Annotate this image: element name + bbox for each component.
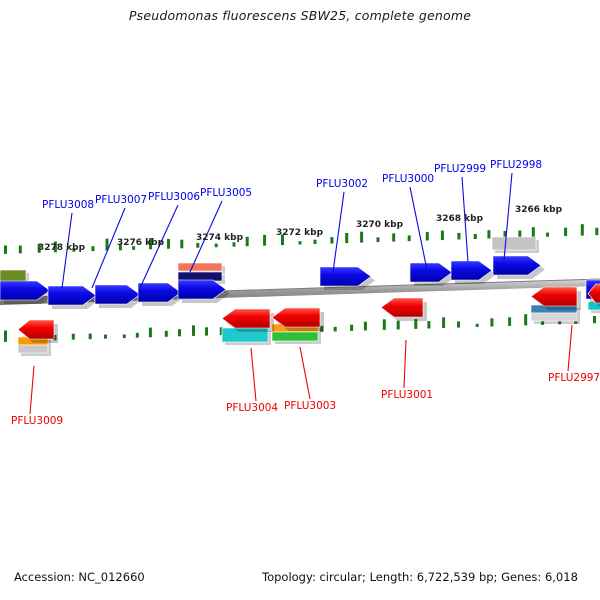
gene-label-pflu3002[interactable]: PFLU3002	[316, 178, 368, 190]
gene-label-pflu2997[interactable]: PFLU2997	[548, 372, 600, 384]
leader-line	[250, 347, 257, 402]
gene-arrow-r4[interactable]	[530, 286, 581, 310]
topology-text: Topology: circular; Length: 6,722,539 bp…	[262, 570, 578, 584]
gene-label-pflu3003[interactable]: PFLU3003	[284, 400, 336, 412]
gene-label-pflu3009[interactable]: PFLU3009	[11, 415, 63, 427]
leader-line	[139, 204, 179, 289]
status-bar: Accession: NC_012660 Topology: circular;…	[0, 570, 600, 586]
leader-line	[189, 200, 223, 273]
axis-tick-labels: 3278 kbp 3276 kbp 3274 kbp 3272 kbp 3270 kbp…	[38, 205, 563, 253]
feature-bar-light[interactable]	[530, 312, 580, 324]
gene-arrow-f0[interactable]	[0, 280, 54, 304]
leader-line	[503, 172, 513, 261]
feature-bar-salmon[interactable]	[177, 262, 225, 274]
axis-tick-label: 3278 kbp	[38, 243, 86, 253]
feature-bars-lower[interactable]	[17, 301, 600, 356]
gene-arrow-r1[interactable]	[221, 308, 274, 332]
gene-label-pflu3006[interactable]: PFLU3006	[148, 191, 200, 203]
gene-label-pflu3005[interactable]: PFLU3005	[200, 187, 252, 199]
page-title: Pseudomonas fluorescens SBW25, complete …	[128, 8, 472, 23]
feature-bar-silver[interactable]	[17, 344, 51, 356]
leader-line	[91, 207, 126, 289]
axis-tick-label: 3272 kbp	[276, 228, 324, 238]
gene-arrow-f4[interactable]	[177, 279, 230, 303]
gene-label-pflu2999[interactable]: PFLU2999	[434, 163, 486, 175]
reverse-gene-arrows[interactable]	[17, 283, 600, 343]
leader-line	[29, 365, 35, 415]
axis-tick-label: 3270 kbp	[356, 220, 404, 230]
gene-arrow-f3[interactable]	[137, 282, 185, 306]
leader-line	[567, 324, 573, 372]
gene-label-pflu3000[interactable]: PFLU3000	[382, 173, 434, 185]
gene-arrow-r5[interactable]	[587, 283, 600, 307]
feature-bar-gray[interactable]	[491, 236, 539, 253]
leader-line	[461, 176, 469, 263]
leader-line	[409, 186, 428, 271]
gene-arrow-f6[interactable]	[409, 262, 456, 286]
accession-text: Accession: NC_012660	[14, 570, 145, 584]
axis-tick-label: 3268 kbp	[436, 214, 484, 224]
gene-label-pflu3007[interactable]: PFLU3007	[95, 194, 147, 206]
reverse-gene-labels[interactable]: PFLU3009 PFLU3004 PFLU3003 PFLU3001 PFLU2997	[11, 372, 600, 427]
gene-arrow-r0[interactable]	[17, 319, 58, 343]
gene-label-pflu3001[interactable]: PFLU3001	[381, 389, 433, 401]
gene-label-pflu3008[interactable]: PFLU3008	[42, 199, 94, 211]
leader-lines-forward	[61, 172, 513, 289]
forward-gene-labels[interactable]: PFLU3008 PFLU3007 PFLU3006 PFLU3005 PFLU3002…	[42, 159, 542, 211]
gene-arrow-f2[interactable]	[94, 284, 144, 308]
axis-tick-label: 3274 kbp	[196, 233, 244, 243]
gene-label-pflu3004[interactable]: PFLU3004	[226, 402, 278, 414]
gene-arrow-r3[interactable]	[380, 297, 427, 321]
gene-arrow-f1[interactable]	[47, 285, 100, 309]
feature-bar-green[interactable]	[271, 331, 321, 344]
feature-bar-teal[interactable]	[587, 301, 600, 313]
gene-arrow-f8[interactable]	[492, 255, 545, 279]
tick-marks-upper	[4, 224, 599, 254]
leader-line	[332, 191, 345, 273]
axis-tick-label: 3276 kbp	[117, 238, 165, 248]
gene-arrow-f7[interactable]	[450, 260, 496, 284]
leader-line	[403, 339, 407, 389]
leader-line	[299, 346, 311, 400]
gene-arrow-r2[interactable]	[271, 307, 324, 331]
leader-line	[61, 212, 73, 289]
leader-lines-reverse	[29, 324, 573, 415]
gene-label-pflu2998[interactable]: PFLU2998	[490, 159, 542, 171]
axis-tick-label: 3266 kbp	[515, 205, 563, 215]
